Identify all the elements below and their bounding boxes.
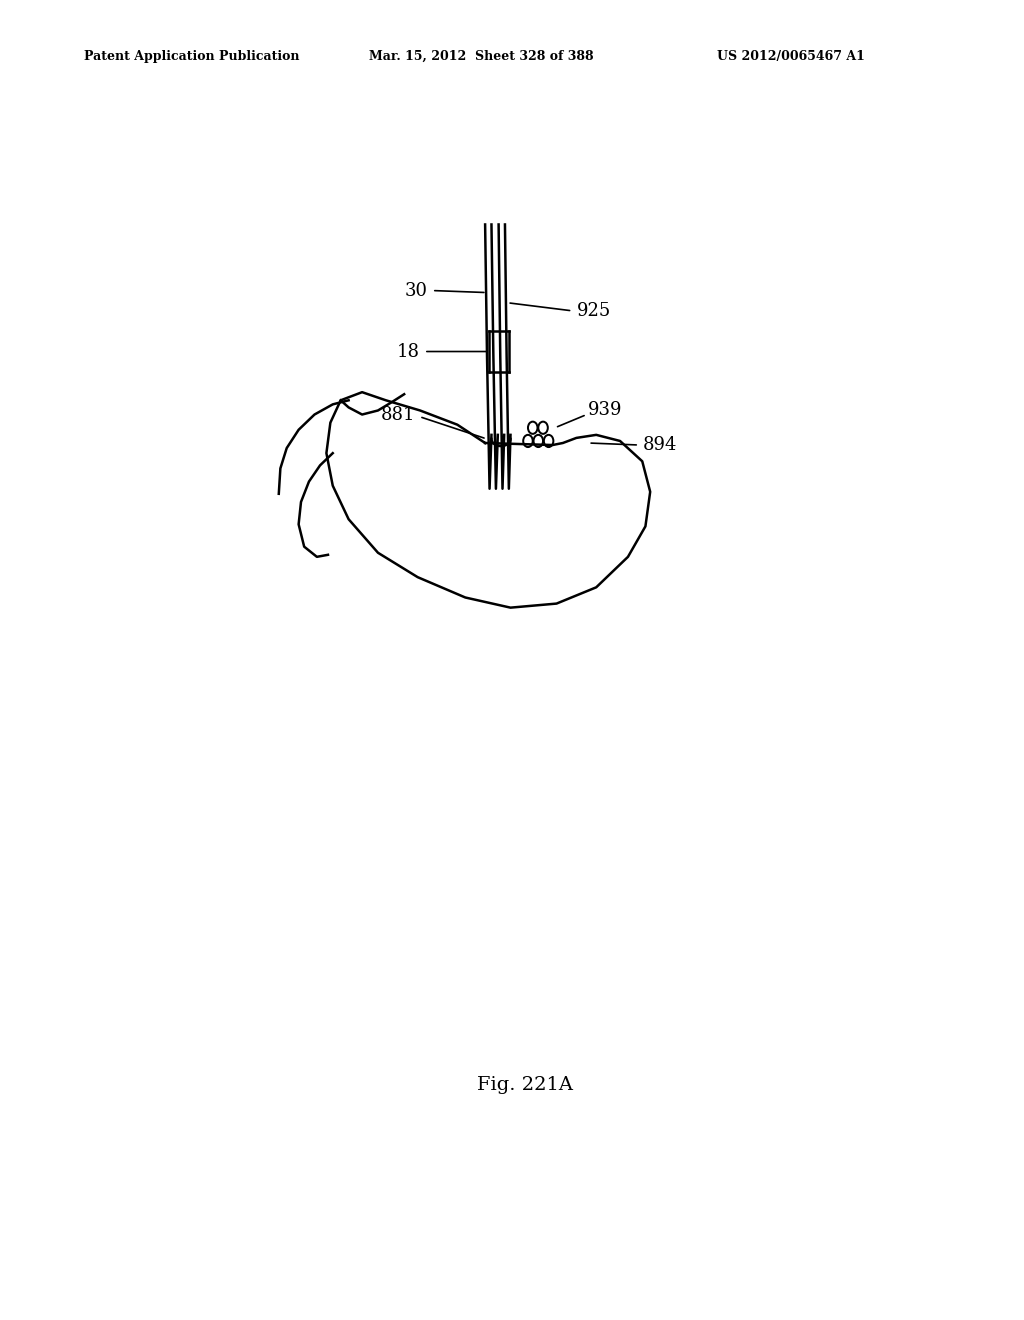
Text: 925: 925: [577, 302, 610, 319]
Text: Mar. 15, 2012  Sheet 328 of 388: Mar. 15, 2012 Sheet 328 of 388: [369, 50, 593, 63]
Text: US 2012/0065467 A1: US 2012/0065467 A1: [717, 50, 864, 63]
Text: 939: 939: [588, 401, 623, 420]
Text: 18: 18: [397, 342, 420, 360]
Text: Fig. 221A: Fig. 221A: [477, 1076, 572, 1094]
Text: 881: 881: [381, 405, 416, 424]
Text: Patent Application Publication: Patent Application Publication: [84, 50, 299, 63]
Text: 30: 30: [404, 281, 428, 300]
Text: 894: 894: [642, 436, 677, 454]
